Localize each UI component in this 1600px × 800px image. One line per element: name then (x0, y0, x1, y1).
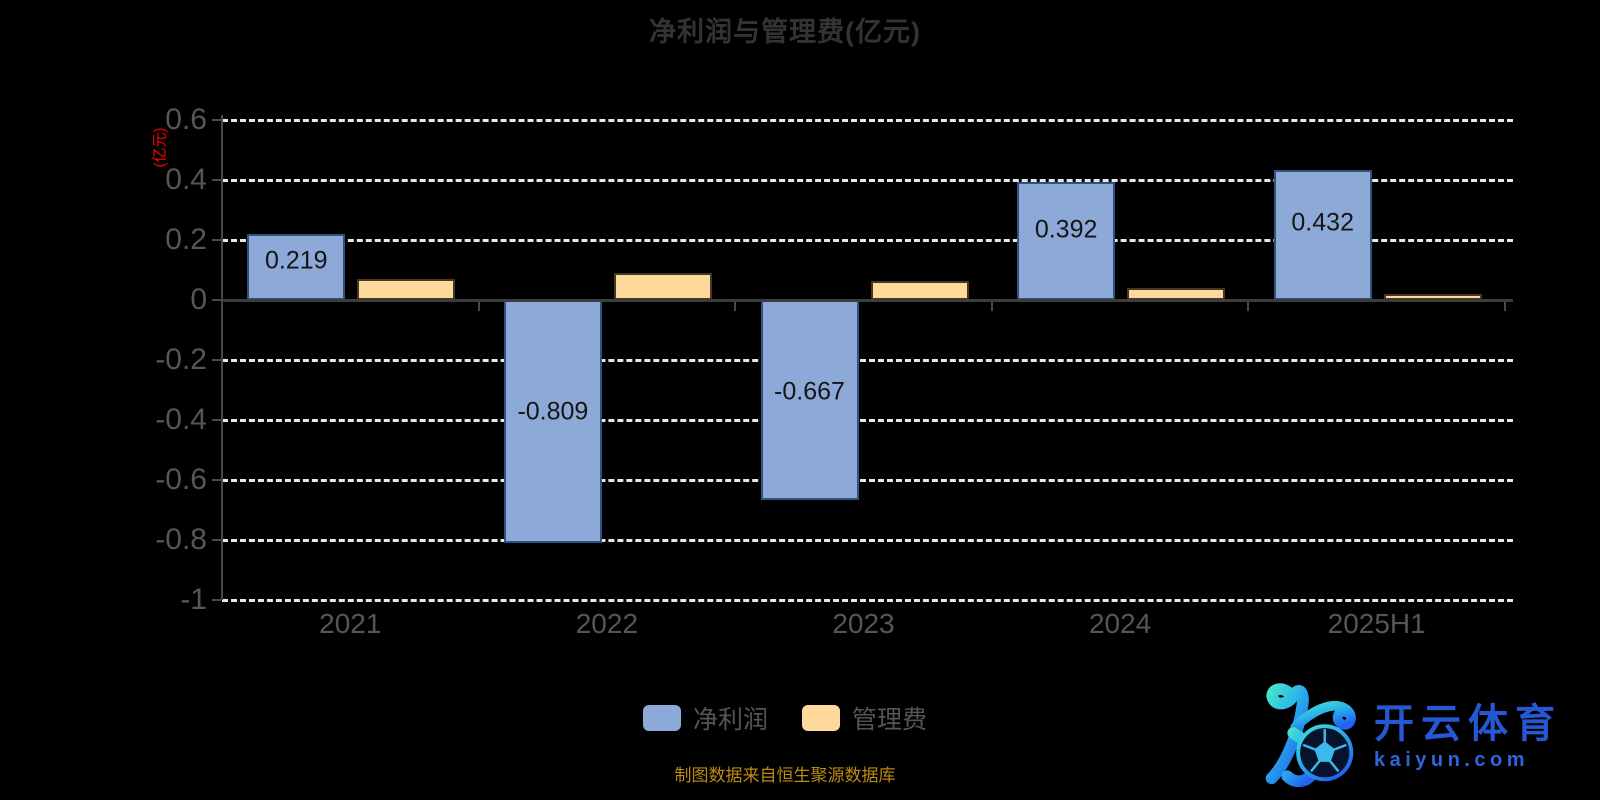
x-axis-tick (1247, 302, 1250, 311)
bar-admin-fee-2022 (613, 273, 712, 300)
gridline (222, 419, 1513, 422)
chart-title: 净利润与管理费(亿元) (649, 17, 921, 47)
x-axis-label-2025H1: 2025H1 (1327, 608, 1426, 639)
bar-net-profit-2024: 0.392 (1017, 182, 1116, 300)
kaiyun-watermark[interactable]: 开云体育 kaiyun.com (1250, 678, 1562, 796)
bar-net-profit-2025H1: 0.432 (1273, 170, 1372, 300)
y-axis-tick-label: 0.6 (165, 103, 207, 136)
y-axis-tick (212, 239, 221, 241)
y-axis-tick (212, 299, 221, 301)
kaiyun-k-soccer-logo-icon (1265, 683, 1356, 788)
y-axis-tick-label: -0.2 (155, 343, 207, 376)
bar-value-label: -0.809 (517, 397, 589, 426)
gridline (222, 359, 1513, 362)
bar-value-label: 0.432 (1291, 208, 1354, 237)
y-axis-tick-label: -0.6 (155, 463, 207, 496)
watermark-domain: kaiyun.com (1374, 749, 1530, 771)
y-axis-tick-label: 0.2 (165, 223, 207, 256)
y-axis-tick (212, 599, 221, 601)
gridline (222, 539, 1513, 542)
x-axis-tick (1504, 302, 1506, 311)
y-axis-tick (212, 359, 221, 361)
y-axis-line (221, 115, 223, 600)
bar-net-profit-2023: -0.667 (760, 300, 859, 501)
y-axis-tick (212, 419, 221, 421)
y-axis-tick-label: -1 (180, 583, 207, 616)
gridline (222, 179, 1513, 182)
bar-admin-fee-2021 (357, 279, 456, 300)
gridline (222, 119, 1513, 122)
y-axis-tick (212, 119, 221, 121)
x-axis-label-2022: 2022 (575, 608, 639, 639)
bar-net-profit-2022: -0.809 (503, 300, 602, 543)
y-axis-tick (212, 179, 221, 181)
x-axis-label-2023: 2023 (832, 608, 895, 639)
legend: 净利润 管理费 (0, 700, 1570, 736)
bar-net-profit-2021: 0.219 (247, 234, 346, 300)
y-axis-tick (212, 539, 221, 541)
bar-value-label: 0.392 (1034, 215, 1098, 244)
legend-item-net-profit[interactable]: 净利润 (642, 700, 768, 736)
bar-admin-fee-2023 (870, 280, 969, 300)
bar-value-label: 0.219 (265, 246, 328, 275)
legend-item-admin-fee[interactable]: 管理费 (802, 700, 927, 736)
legend-swatch-net-profit (642, 705, 681, 731)
legend-label-net-profit: 净利润 (692, 706, 768, 734)
y-axis-tick-label: -0.4 (155, 403, 207, 436)
y-axis-tick-label: 0.4 (165, 163, 207, 196)
x-axis-label-2024: 2024 (1088, 608, 1152, 639)
watermark-brand: 开云体育 (1374, 702, 1562, 746)
watermark-text: 开云体育 kaiyun.com (1374, 702, 1562, 772)
x-axis-tick (477, 302, 480, 311)
x-axis-tick (734, 302, 737, 311)
legend-swatch-admin-fee (802, 705, 840, 731)
zero-axis-line (222, 299, 1513, 302)
y-axis-tick-label: -0.8 (155, 523, 207, 556)
x-axis-tick (990, 302, 993, 311)
bar-value-label: -0.667 (774, 377, 845, 406)
y-axis-tick-label: 0 (190, 283, 207, 316)
data-source-note: 制图数据来自恒生聚源数据库 (674, 766, 896, 785)
x-axis-label-2021: 2021 (319, 608, 382, 639)
x-axis-tick (221, 302, 223, 311)
gridline (222, 599, 1513, 602)
gridline (222, 239, 1513, 242)
gridline (222, 479, 1513, 482)
y-axis-tick (212, 479, 221, 481)
legend-label-admin-fee: 管理费 (852, 706, 928, 734)
